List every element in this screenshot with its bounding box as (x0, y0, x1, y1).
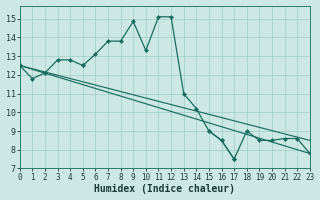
X-axis label: Humidex (Indice chaleur): Humidex (Indice chaleur) (94, 184, 235, 194)
